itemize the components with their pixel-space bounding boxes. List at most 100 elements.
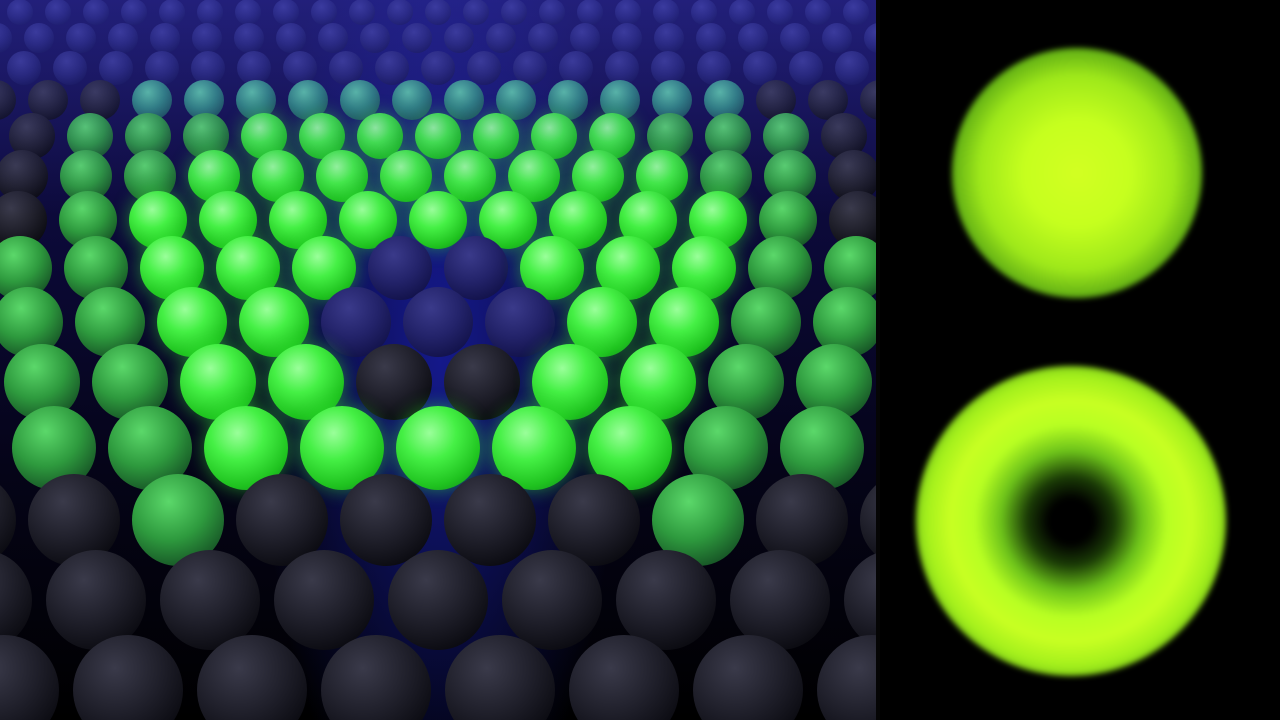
lattice-sphere [693, 635, 803, 720]
lattice-sphere [368, 236, 432, 300]
lattice-sphere [485, 287, 555, 357]
lattice-sphere [444, 344, 520, 420]
lattice-sphere [767, 0, 793, 25]
lattice-sphere [864, 23, 876, 53]
lattice-sphere [421, 51, 455, 85]
lattice-sphere [7, 0, 33, 25]
lattice-sphere [375, 51, 409, 85]
lattice-sphere [615, 0, 641, 25]
lattice-sphere [274, 550, 374, 650]
lattice-sphere [835, 51, 869, 85]
lattice-sphere [0, 474, 16, 566]
lattice-sphere [697, 51, 731, 85]
lattice-sphere [311, 0, 337, 25]
donut-beam-ring [916, 366, 1226, 676]
lattice-sphere [392, 80, 432, 120]
lattice-sphere [653, 0, 679, 25]
lattice-sphere [654, 23, 684, 53]
lattice-sphere [415, 113, 461, 159]
lattice-sphere [24, 23, 54, 53]
sphere-lattice-render [0, 0, 876, 720]
lattice-sphere [817, 635, 876, 720]
lattice-sphere [860, 474, 876, 566]
lattice-sphere [160, 550, 260, 650]
lattice-sphere [743, 51, 777, 85]
lattice-sphere [192, 23, 222, 53]
lattice-sphere [321, 287, 391, 357]
lattice-sphere [605, 51, 639, 85]
lattice-sphere [387, 0, 413, 25]
lattice-sphere [616, 550, 716, 650]
lattice-sphere [577, 0, 603, 25]
lattice-sphere [380, 150, 432, 202]
lattice-sphere [237, 51, 271, 85]
lattice-sphere [502, 550, 602, 650]
lattice-sphere [528, 23, 558, 53]
lattice-sphere [691, 0, 717, 25]
lattice-sphere [501, 0, 527, 25]
lattice-sphere [66, 23, 96, 53]
lattice-sphere [789, 51, 823, 85]
lattice-sphere [191, 51, 225, 85]
lattice-sphere [0, 23, 12, 53]
lattice-sphere [53, 51, 87, 85]
lattice-sphere [234, 23, 264, 53]
lattice-sphere [612, 23, 642, 53]
lattice-sphere [444, 23, 474, 53]
lattice-sphere [445, 635, 555, 720]
lattice-sphere [108, 23, 138, 53]
beam-profiles-panel [880, 0, 1280, 720]
lattice-sphere [318, 23, 348, 53]
lattice-sphere [444, 236, 508, 300]
lattice-sphere [780, 23, 810, 53]
lattice-sphere [235, 0, 261, 25]
lattice-sphere [340, 474, 432, 566]
lattice-sphere [276, 23, 306, 53]
lattice-sphere [159, 0, 185, 25]
panel-divider [876, 0, 880, 720]
lattice-sphere [73, 635, 183, 720]
lattice-sphere [145, 51, 179, 85]
lattice-sphere [356, 344, 432, 420]
lattice-sphere [321, 635, 431, 720]
lattice-sphere [444, 474, 536, 566]
lattice-sphere [403, 287, 473, 357]
lattice-sphere [150, 23, 180, 53]
lattice-sphere [273, 0, 299, 25]
lattice-sphere [444, 150, 496, 202]
lattice-sphere [569, 635, 679, 720]
lattice-sphere [409, 191, 467, 249]
lattice-sphere [349, 0, 375, 25]
lattice-sphere [396, 406, 480, 490]
lattice-sphere [805, 0, 831, 25]
lattice-sphere [467, 51, 501, 85]
lattice-sphere [0, 80, 16, 120]
lattice-sphere [738, 23, 768, 53]
lattice-sphere [444, 80, 484, 120]
lattice-sphere [822, 23, 852, 53]
lattice-sphere [99, 51, 133, 85]
lattice-sphere [0, 635, 59, 720]
lattice-sphere [559, 51, 593, 85]
lattice-sphere [729, 0, 755, 25]
lattice-sphere [7, 51, 41, 85]
lattice-sphere [651, 51, 685, 85]
lattice-sphere [402, 23, 432, 53]
lattice-sphere [121, 0, 147, 25]
lattice-sphere [197, 635, 307, 720]
lattice-sphere [570, 23, 600, 53]
gaussian-beam-spot [952, 48, 1202, 298]
lattice-sphere [539, 0, 565, 25]
lattice-sphere [513, 51, 547, 85]
lattice-sphere [197, 0, 223, 25]
lattice-sphere [486, 23, 516, 53]
lattice-sphere [45, 0, 71, 25]
lattice-sphere [730, 550, 830, 650]
lattice-sphere [425, 0, 451, 25]
lattice-sphere [360, 23, 390, 53]
lattice-sphere [329, 51, 363, 85]
lattice-sphere [860, 80, 876, 120]
lattice-sphere [843, 0, 869, 25]
lattice-sphere [388, 550, 488, 650]
